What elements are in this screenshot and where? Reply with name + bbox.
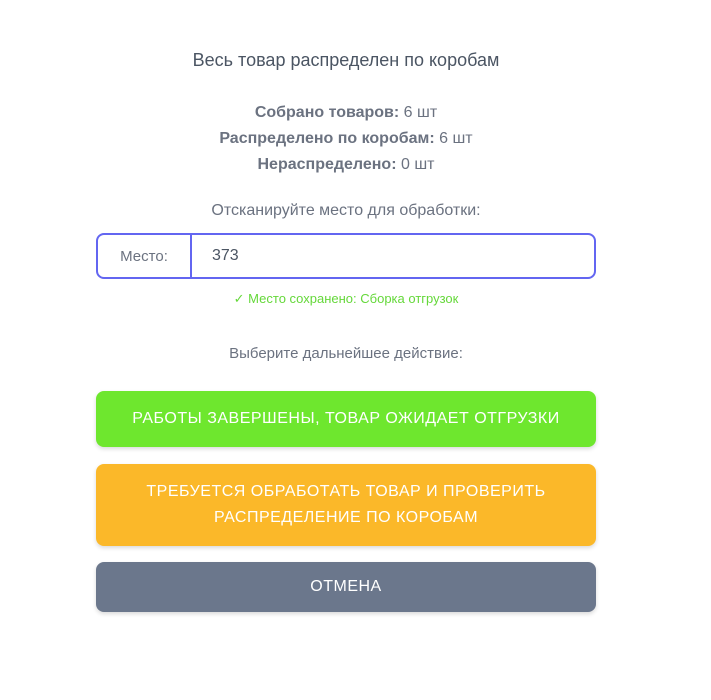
stat-collected: Собрано товаров: 6 шт [254,104,438,121]
scan-prompt: Отсканируйте место для обработки: [211,202,481,219]
cancel-button[interactable]: ОТМЕНА [96,562,596,612]
action-prompt: Выберите дальнейшее действие: [229,345,463,362]
saved-message: ✓ Место сохранено: Сборка отгрузок [233,291,459,306]
stat-undistributed: Нераспределено: 0 шт [257,156,435,173]
recheck-button[interactable]: ТРЕБУЕТСЯ ОБРАБОТАТЬ ТОВАР И ПРОВЕРИТЬ Р… [96,464,596,546]
stats: Собрано товаров: 6 шт Распределено по ко… [96,100,596,178]
place-field: Место: [96,233,596,279]
place-label: Место: [98,235,192,277]
stat-distributed: Распределено по коробам: 6 шт [219,130,473,147]
page-title: Весь товар распределен по коробам [192,50,500,70]
place-input[interactable] [192,235,594,277]
done-button[interactable]: РАБОТЫ ЗАВЕРШЕНЫ, ТОВАР ОЖИДАЕТ ОТГРУЗКИ [96,391,596,447]
